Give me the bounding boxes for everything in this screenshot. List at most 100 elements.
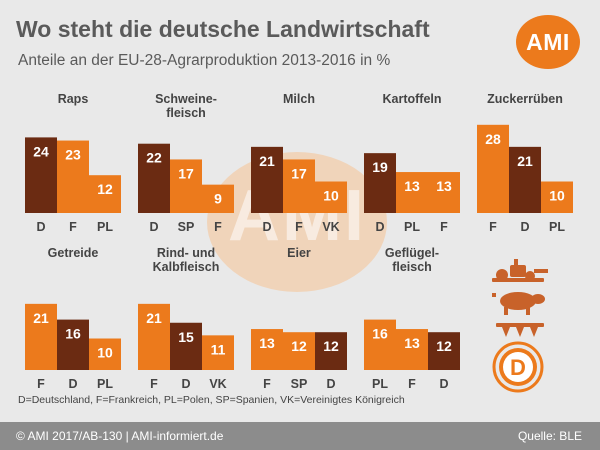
bar-chart: 22 D 17 SP 9 F	[138, 143, 234, 234]
chart-title: Milch	[283, 92, 315, 106]
category-label: D	[262, 220, 271, 234]
bar	[57, 140, 89, 213]
bar-value-label: 12	[97, 181, 113, 197]
bar-value-label: 17	[291, 165, 307, 181]
bar-value-label: 13	[404, 178, 420, 194]
chart-title: Zuckerrüben	[487, 92, 563, 106]
category-label: F	[408, 377, 416, 391]
bar	[283, 332, 315, 370]
ami-logo: AMI	[516, 15, 580, 69]
footer-bar: © AMI 2017/AB-130 | AMI-informiert.de Qu…	[0, 422, 600, 450]
bar	[428, 172, 460, 213]
bar	[170, 322, 202, 370]
bar-value-label: 15	[178, 329, 194, 345]
pig-icon	[492, 292, 545, 315]
bar	[251, 146, 283, 213]
bar-chart: 24 D 23 F 12 PL	[25, 137, 121, 234]
chart-title: Schweine- fleisch	[155, 92, 217, 120]
category-label: D	[181, 377, 190, 391]
bar	[315, 181, 347, 213]
country-legend: D=Deutschland, F=Frankreich, PL=Polen, S…	[18, 394, 405, 406]
bar-value-label: 17	[178, 165, 194, 181]
bar-value-label: 12	[323, 338, 339, 354]
bar-value-label: 9	[214, 191, 222, 207]
bar	[202, 335, 234, 370]
bar-value-label: 21	[146, 310, 162, 326]
category-label: D	[326, 377, 335, 391]
bar-chart: 21 F 16 D 10 PL	[25, 303, 121, 391]
bar	[315, 332, 347, 370]
category-label: F	[440, 220, 448, 234]
bar-value-label: 21	[517, 153, 533, 169]
bar-chart: 21 F 15 D 11 VK	[138, 303, 234, 391]
category-label: D	[520, 220, 529, 234]
category-label: F	[69, 220, 77, 234]
category-label: D	[149, 220, 158, 234]
bar-chart: 13 F 12 SP 12 D	[251, 329, 347, 391]
page-subtitle: Anteile an der EU-28-Agrarproduktion 201…	[18, 52, 391, 69]
bar	[364, 153, 396, 213]
bar-value-label: 23	[65, 147, 81, 163]
bar-value-label: 28	[485, 131, 501, 147]
bar-value-label: 21	[33, 310, 49, 326]
bar-value-label: 13	[404, 335, 420, 351]
category-label: PL	[97, 220, 113, 234]
category-label: F	[37, 377, 45, 391]
bar	[57, 319, 89, 370]
category-label: SP	[291, 377, 308, 391]
chart-title: Eier	[287, 246, 311, 260]
bar	[428, 332, 460, 370]
bar-value-label: 12	[291, 338, 307, 354]
bar-value-label: 16	[65, 326, 81, 342]
bar	[25, 303, 57, 370]
category-label: D	[68, 377, 77, 391]
badge-letter: D	[510, 355, 526, 380]
chart-panel: Milch 21 D 17 F 10 VK	[251, 92, 347, 242]
bar-value-label: 21	[259, 153, 275, 169]
chart-panel: Zuckerrüben 28 F 21 D 10 PL	[477, 92, 573, 242]
chart-panel: Raps 24 D 23 F 12 PL	[25, 92, 121, 242]
chart-panel: Rind- und Kalbfleisch 21 F 15 D 11 VK	[138, 246, 234, 396]
chart-panel: Kartoffeln 19 D 13 PL 13 F	[364, 92, 460, 242]
bar-value-label: 24	[33, 143, 49, 159]
plow-icon	[496, 323, 544, 337]
bar-value-label: 10	[549, 188, 565, 204]
category-label: PL	[97, 377, 113, 391]
category-label: D	[375, 220, 384, 234]
category-label: VK	[209, 377, 226, 391]
bar	[202, 184, 234, 213]
category-label: VK	[322, 220, 339, 234]
chart-title: Getreide	[47, 246, 99, 260]
bar	[364, 319, 396, 370]
chart-title: Raps	[57, 92, 89, 106]
bar-chart: 21 D 17 F 10 VK	[251, 146, 347, 234]
category-label: F	[295, 220, 303, 234]
category-label: F	[489, 220, 497, 234]
bar	[283, 159, 315, 213]
chart-title: Kartoffeln	[382, 92, 442, 106]
bar-chart: 16 PL 13 F 12 D	[364, 319, 460, 391]
category-label: SP	[178, 220, 195, 234]
bar-value-label: 13	[436, 178, 452, 194]
category-label: D	[36, 220, 45, 234]
category-label: F	[263, 377, 271, 391]
page-title: Wo steht die deutsche Landwirtschaft	[16, 16, 430, 42]
bar	[89, 175, 121, 213]
bar-value-label: 10	[97, 345, 113, 361]
bar	[477, 124, 509, 213]
category-label: PL	[549, 220, 565, 234]
category-label: F	[150, 377, 158, 391]
bar-value-label: 22	[146, 150, 162, 166]
bar-chart: 19 D 13 PL 13 F	[364, 153, 460, 234]
bar-value-label: 10	[323, 188, 339, 204]
category-label: D	[439, 377, 448, 391]
bar-chart: 28 F 21 D 10 PL	[477, 124, 573, 234]
bar	[25, 137, 57, 213]
chart-panel: Getreide 21 F 16 D 10 PL	[25, 246, 121, 396]
bar-value-label: 13	[259, 335, 275, 351]
bar-value-label: 11	[211, 341, 226, 357]
chart-title: Geflügel- fleisch	[384, 246, 440, 274]
category-label: PL	[372, 377, 388, 391]
bar-value-label: 12	[436, 338, 452, 354]
bar	[541, 181, 573, 213]
